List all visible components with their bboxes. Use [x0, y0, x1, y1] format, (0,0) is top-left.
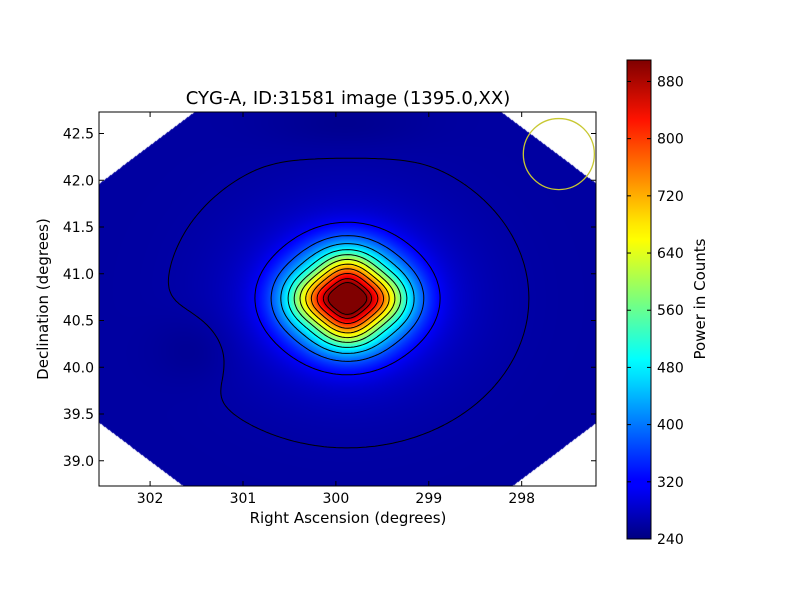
colorbar-tick-label: 640 — [657, 246, 684, 262]
contour-level-380 — [270, 235, 425, 362]
x-tick-label: 299 — [415, 491, 442, 507]
beam-circle — [522, 117, 596, 191]
colorbar-tick-label: 400 — [657, 418, 684, 434]
colorbar-tick-label: 800 — [657, 132, 684, 148]
contour-level-560 — [293, 254, 402, 343]
x-tick-label: 301 — [230, 491, 257, 507]
y-tick-label: 42.5 — [63, 127, 94, 143]
contour-level-440 — [280, 243, 415, 354]
contour-lines — [167, 157, 530, 449]
contour-level-320 — [254, 221, 441, 376]
y-axis-ticks: 39.0 39.5 40.0 40.5 41.0 41.5 42.0 42.5 — [63, 127, 596, 470]
colorbar: 240 320 400 480 560 640 720 800 880 Power in Cou… — [626, 59, 709, 548]
contour-level-800 — [316, 273, 379, 324]
colorbar-tick-label: 880 — [657, 74, 684, 90]
y-tick-label: 41.0 — [63, 267, 94, 283]
colorbar-gradient — [627, 60, 651, 539]
contour-level-860 — [322, 278, 373, 319]
heatmap-image — [99, 112, 596, 486]
y-tick-label: 40.0 — [63, 360, 94, 376]
colorbar-tick-label: 480 — [657, 360, 684, 376]
y-tick-label: 39.5 — [63, 407, 94, 423]
y-tick-label: 39.0 — [63, 454, 94, 470]
colorbar-frame — [626, 59, 652, 540]
x-tick-label: 302 — [137, 491, 164, 507]
contour-level-620 — [299, 258, 396, 339]
colorbar-tick-label: 320 — [657, 475, 684, 491]
x-axis-label: Right Ascension (degrees) — [250, 509, 447, 527]
colorbar-label: Power in Counts — [691, 238, 709, 359]
colorbar-tick-label: 560 — [657, 303, 684, 319]
plot-area: 302 301 300 299 298 39.0 39.5 40.0 40.5 41.0 41.5… — [63, 111, 597, 507]
y-tick-label: 42.0 — [63, 173, 94, 189]
plot-frame — [98, 111, 597, 487]
colorbar-tick-label: 720 — [657, 189, 684, 205]
contour-level-265 — [167, 157, 530, 449]
x-tick-label: 298 — [508, 491, 535, 507]
colorbar-ticks: 240 320 400 480 560 640 720 800 880 — [627, 74, 684, 548]
chart-title: CYG-A, ID:31581 image (1395.0,XX) — [186, 88, 510, 109]
y-axis-label: Declination (degrees) — [34, 218, 52, 380]
x-tick-label: 300 — [323, 491, 350, 507]
y-tick-label: 40.5 — [63, 314, 94, 330]
x-axis-ticks: 302 301 300 299 298 — [137, 112, 535, 507]
contour-level-500 — [287, 249, 408, 348]
colorbar-tick-label: 240 — [657, 532, 684, 548]
contour-level-680 — [305, 263, 390, 334]
y-tick-label: 41.5 — [63, 220, 94, 236]
contour-level-740 — [310, 268, 385, 329]
contour-level-900 — [327, 282, 368, 315]
